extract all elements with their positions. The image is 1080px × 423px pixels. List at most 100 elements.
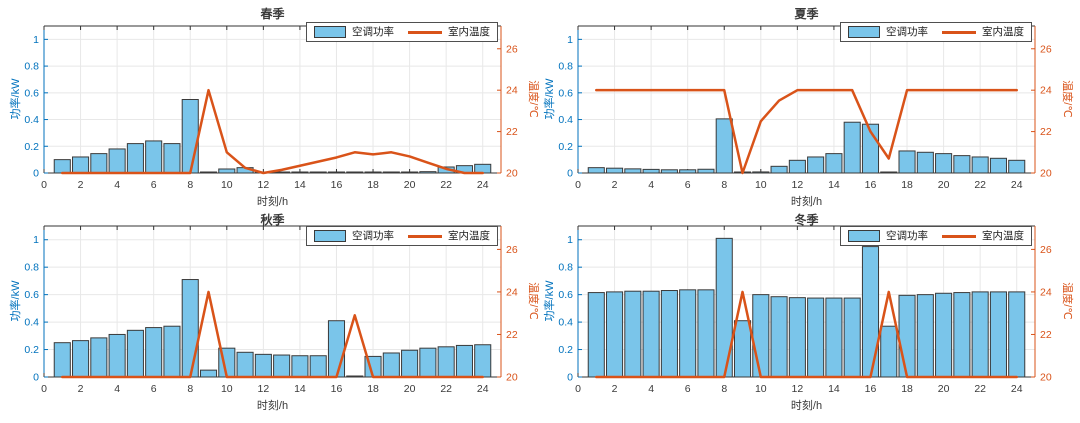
- bar: [90, 153, 108, 174]
- x-axis-label: 时刻/h: [790, 196, 823, 208]
- x-tick-label: 6: [685, 179, 691, 191]
- x-tick-label: 0: [575, 179, 581, 191]
- x-tick-label: 12: [792, 179, 804, 191]
- legend-bar-swatch-icon: [314, 26, 346, 38]
- plot-area-summer: 0 2 4 6 8 10 12 14 16 18 20 22 2400.20.40.60.8120222…: [558, 25, 1052, 191]
- gridlines: [44, 26, 501, 173]
- bar: [752, 294, 770, 378]
- y-tick-label-right: 20: [506, 372, 518, 384]
- legend-item-temperature: 室内温度: [982, 229, 1024, 242]
- y-tick-label-left: 1: [33, 34, 39, 46]
- legend-line-swatch-icon: [942, 234, 976, 238]
- bar: [660, 169, 678, 174]
- legend: 空调功率 室内温度: [306, 226, 498, 246]
- bar: [679, 289, 697, 378]
- x-tick-label: 24: [1011, 179, 1023, 191]
- y-axis-label-left: 功率/kW: [544, 78, 556, 120]
- y-tick-label-left: 1: [567, 234, 573, 246]
- x-tick-label: 2: [612, 179, 618, 191]
- bar: [163, 325, 181, 378]
- plot-area-spring: 0 2 4 6 8 10 12 14 16 18 20 22 2400.20.40.60.8120222…: [24, 25, 518, 191]
- legend-item-power: 空调功率: [886, 229, 928, 242]
- x-tick-label: 2: [78, 179, 84, 191]
- bar: [273, 354, 291, 378]
- bar: [788, 159, 806, 174]
- bar: [989, 291, 1007, 378]
- axis-ticks: [577, 26, 1035, 174]
- subplot-spring: 0 2 4 6 8 10 12 14 16 18 20 22 24 0 0.2 0.4 0.6 0.8 1 20 22 2…: [0, 0, 546, 223]
- bar: [916, 151, 934, 174]
- bars-power-series: [587, 237, 1026, 378]
- bar: [587, 167, 605, 174]
- y-tick-label-left: 0: [567, 372, 573, 384]
- bar: [181, 279, 199, 378]
- bar: [770, 296, 788, 378]
- x-tick-label: 10: [755, 383, 767, 395]
- y-tick-label-left: 0: [567, 168, 573, 180]
- bar: [697, 289, 715, 378]
- y-tick-label-left: 1: [567, 34, 573, 46]
- bar: [898, 150, 916, 174]
- chart-title: 春季: [260, 7, 285, 21]
- bar: [236, 351, 254, 378]
- bar: [254, 353, 272, 378]
- x-tick-label: 12: [258, 179, 270, 191]
- x-tick-label: 14: [294, 383, 306, 395]
- bar: [327, 320, 346, 378]
- bar: [474, 163, 492, 174]
- x-tick-label: 0: [575, 383, 581, 395]
- y-tick-label-left: 0.4: [558, 114, 573, 126]
- bar: [108, 333, 126, 378]
- axes-spines: [577, 25, 1036, 174]
- bar: [971, 291, 989, 378]
- y-axis-label-right: 温度/℃: [1061, 282, 1073, 320]
- x-tick-label: 6: [151, 383, 157, 395]
- x-tick-label: 10: [221, 179, 233, 191]
- bar: [587, 292, 605, 378]
- x-tick-label: 22: [440, 179, 452, 191]
- bar: [218, 168, 236, 174]
- tick-labels: 0 2 4 6 8 10 12 14 16 18 20 22 2400.20.40.60.8120222…: [558, 234, 1051, 395]
- bar: [309, 171, 327, 174]
- legend-bar-swatch-icon: [848, 230, 880, 242]
- y-tick-label-right: 26: [1040, 244, 1052, 256]
- bar: [606, 291, 624, 378]
- bar: [291, 171, 309, 174]
- x-tick-label: 10: [755, 179, 767, 191]
- bar: [1008, 159, 1026, 174]
- y-tick-label-right: 24: [506, 85, 518, 97]
- bar: [126, 329, 144, 378]
- legend: 空调功率 室内温度: [840, 22, 1032, 42]
- legend-bar-swatch-icon: [848, 26, 880, 38]
- bar: [935, 153, 953, 174]
- x-tick-label: 2: [78, 383, 84, 395]
- y-tick-label-left: 0.6: [558, 289, 573, 301]
- legend: 空调功率 室内温度: [306, 22, 498, 42]
- y-tick-label-right: 22: [1040, 329, 1052, 341]
- y-axis-label-left: 功率/kW: [10, 280, 22, 322]
- legend-line-swatch-icon: [942, 30, 976, 34]
- x-axis-label: 时刻/h: [256, 400, 289, 412]
- bar: [1008, 291, 1026, 378]
- bar: [861, 246, 880, 378]
- x-tick-label: 20: [404, 383, 416, 395]
- chart-title: 夏季: [794, 7, 819, 21]
- bar: [825, 297, 843, 378]
- x-axis-label: 时刻/h: [256, 196, 289, 208]
- bar: [660, 290, 678, 378]
- y-tick-label-left: 0.2: [24, 141, 39, 153]
- bar: [624, 168, 642, 174]
- bar: [181, 99, 199, 174]
- legend-line-swatch-icon: [408, 234, 442, 238]
- x-tick-label: 4: [648, 179, 654, 191]
- bar: [291, 355, 309, 378]
- bar: [770, 165, 788, 174]
- x-tick-label: 12: [792, 383, 804, 395]
- temperature-line: [595, 88, 1018, 175]
- y-tick-label-right: 26: [506, 43, 518, 55]
- bar: [108, 148, 126, 174]
- bar: [715, 118, 733, 174]
- y-tick-label-left: 0.6: [24, 87, 39, 99]
- x-tick-label: 22: [440, 383, 452, 395]
- bar: [935, 292, 953, 378]
